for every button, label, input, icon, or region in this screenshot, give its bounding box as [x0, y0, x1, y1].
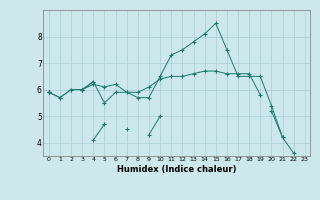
- X-axis label: Humidex (Indice chaleur): Humidex (Indice chaleur): [117, 165, 236, 174]
